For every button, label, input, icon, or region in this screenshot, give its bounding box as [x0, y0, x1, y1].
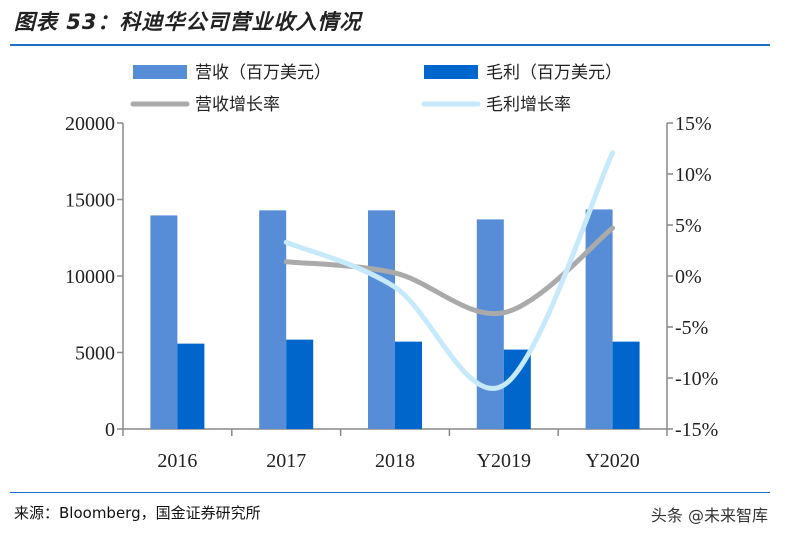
bar-gross-profit	[286, 339, 314, 429]
gross-profit-growth-line	[283, 150, 616, 391]
x-tick-label: Y2019	[477, 450, 531, 472]
x-tick-label: 2018	[375, 450, 415, 472]
bar-gross-profit	[177, 343, 205, 429]
right-tick-label: -15%	[675, 419, 718, 441]
legend-label: 毛利（百万美元）	[486, 63, 622, 83]
x-tick-label: 2017	[266, 450, 306, 472]
bar-gross-profit	[395, 341, 422, 429]
left-tick-label: 10000	[65, 266, 115, 288]
bar-revenue	[368, 210, 395, 429]
legend-swatch	[133, 65, 187, 79]
x-tick-label: Y2020	[585, 450, 639, 472]
left-tick-label: 20000	[65, 113, 115, 135]
left-tick-label: 0	[105, 419, 115, 441]
right-tick-label: -5%	[675, 317, 708, 339]
legend-swatch	[424, 65, 478, 79]
bar-gross-profit	[503, 349, 531, 429]
x-tick-label: 2016	[157, 450, 197, 472]
footer-divider	[10, 492, 770, 493]
watermark: 头条 @未来智库	[650, 506, 768, 525]
legend-label: 毛利增长率	[486, 95, 571, 115]
bar-revenue	[476, 219, 504, 429]
left-tick-label: 5000	[75, 343, 115, 365]
right-tick-label: 10%	[675, 164, 712, 186]
right-tick-label: 0%	[675, 266, 702, 288]
bar-gross-profit	[612, 341, 640, 429]
legend-label: 营收增长率	[195, 95, 280, 115]
left-tick-label: 15000	[65, 190, 115, 212]
bar-revenue	[150, 215, 178, 429]
title-divider	[10, 44, 770, 46]
right-tick-label: 5%	[675, 215, 702, 237]
source-note: 来源：Bloomberg，国金证券研究所	[14, 504, 261, 522]
revenue-growth-line	[283, 225, 616, 317]
legend-label: 营收（百万美元）	[195, 63, 331, 83]
right-tick-label: -10%	[675, 368, 718, 390]
right-tick-label: 15%	[675, 113, 712, 135]
chart-title: 图表 53：科迪华公司营业收入情况	[14, 10, 362, 34]
bar-revenue	[259, 210, 287, 429]
